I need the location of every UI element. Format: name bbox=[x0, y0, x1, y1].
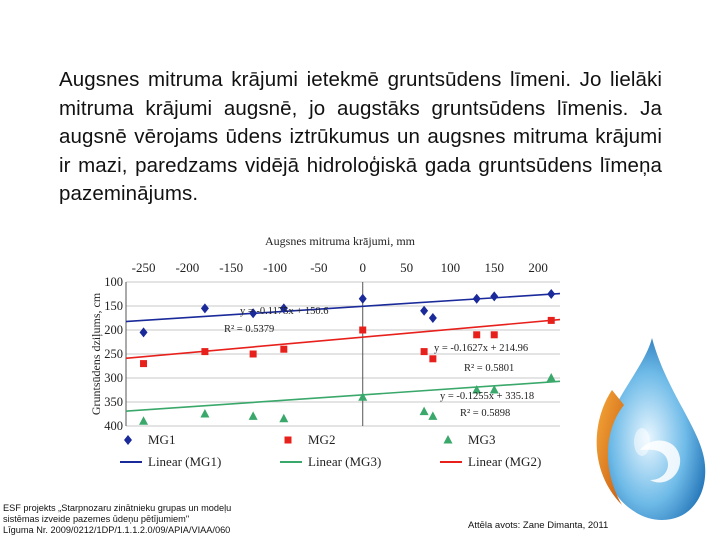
y-tick-label: 100 bbox=[104, 275, 123, 289]
y-axis-title: Gruntsūdens dziļums, cm bbox=[90, 292, 103, 415]
x-tick-label: -250 bbox=[132, 260, 156, 275]
mg2-point bbox=[249, 350, 257, 358]
y-tick-label: 350 bbox=[104, 395, 123, 409]
mg2-point bbox=[490, 331, 498, 339]
mg1-point bbox=[547, 289, 556, 299]
mg1-point bbox=[472, 293, 481, 304]
image-source: Attēla avots: Zane Dimanta, 2011 bbox=[468, 520, 609, 531]
legend-label: MG3 bbox=[468, 432, 495, 447]
project-line-2: sistēmas izveide pazemes ūdeņu pētījumie… bbox=[3, 514, 190, 524]
body-paragraph: Augsnes mitruma krājumi ietekmē gruntsūd… bbox=[59, 68, 662, 206]
x-tick-label: 100 bbox=[441, 260, 461, 275]
x-tick-label: -200 bbox=[175, 260, 199, 275]
mg1-point bbox=[200, 303, 209, 314]
mg2-point bbox=[429, 355, 437, 363]
chart: Augsnes mitruma krājumi, mm -250 -200 -150 -… bbox=[90, 234, 560, 469]
mg3-point bbox=[279, 413, 289, 423]
mg3-point bbox=[428, 411, 438, 420]
legend-label: MG1 bbox=[148, 432, 175, 447]
x-tick-label: -100 bbox=[263, 260, 287, 275]
equation-label: y = -0.1627x + 214.96 bbox=[434, 343, 528, 354]
project-line-1: ESF projekts „Starpnozaru zinātnieku gru… bbox=[3, 503, 232, 513]
mg3-point bbox=[546, 373, 556, 382]
mg3-point bbox=[139, 416, 149, 425]
mg2-point bbox=[547, 316, 555, 324]
x-tick-label: 0 bbox=[359, 260, 366, 275]
y-tick-label: 300 bbox=[104, 371, 123, 385]
mg3-point bbox=[248, 411, 258, 420]
mg2-point bbox=[140, 360, 148, 368]
equation-label: y = -0.1255x + 335.18 bbox=[440, 391, 534, 402]
mg1-point bbox=[490, 291, 499, 302]
mg2-point bbox=[201, 348, 209, 356]
project-line-3: Līguma Nr. 2009/0212/1DP/1.1.1.2.0/09/AP… bbox=[3, 525, 231, 535]
mg1-point bbox=[249, 308, 258, 319]
legend-marker-mg2 bbox=[284, 436, 292, 444]
equation-label: y = -0.1175x + 150.6 bbox=[240, 306, 328, 317]
mg1-point bbox=[420, 305, 429, 316]
legend-label: Linear (MG3) bbox=[308, 454, 381, 469]
mg2-point bbox=[280, 345, 288, 353]
legend-label: Linear (MG1) bbox=[148, 454, 221, 469]
trendline-mg2 bbox=[125, 318, 560, 360]
x-axis-title: Augsnes mitruma krājumi, mm bbox=[265, 234, 416, 248]
mg2-point bbox=[473, 331, 481, 339]
y-tick-label: 200 bbox=[104, 323, 123, 337]
mg3-point bbox=[419, 406, 429, 416]
r-squared-label: R² = 0.5379 bbox=[224, 324, 274, 335]
mg2-point bbox=[420, 348, 428, 356]
mg1-point bbox=[358, 293, 367, 304]
mg1-point bbox=[139, 327, 148, 338]
project-info: ESF projekts „Starpnozaru zinātnieku gru… bbox=[3, 503, 313, 536]
y-tick-label: 250 bbox=[104, 347, 123, 361]
r-squared-label: R² = 0.5801 bbox=[464, 363, 514, 374]
trendline-mg3 bbox=[125, 380, 560, 412]
mg1-point bbox=[428, 313, 437, 323]
x-tick-label: -50 bbox=[310, 260, 327, 275]
mg3-point bbox=[200, 409, 210, 418]
mg1-point bbox=[279, 303, 288, 314]
x-tick-label: -150 bbox=[219, 260, 243, 275]
mg2-point bbox=[359, 326, 367, 334]
x-tick-label: 50 bbox=[400, 260, 413, 275]
r-squared-label: R² = 0.5898 bbox=[460, 408, 510, 419]
legend-label: Linear (MG2) bbox=[468, 454, 541, 469]
y-tick-label: 150 bbox=[104, 299, 123, 313]
y-tick-label: 400 bbox=[104, 419, 123, 433]
x-tick-label: 200 bbox=[528, 260, 548, 275]
x-tick-label: 150 bbox=[484, 260, 504, 275]
water-drop-illustration bbox=[596, 338, 706, 520]
mg3-point bbox=[358, 392, 368, 401]
mg3-point bbox=[472, 385, 482, 394]
mg3-point bbox=[489, 385, 499, 394]
legend-marker-mg1 bbox=[124, 435, 132, 445]
trendline-mg1 bbox=[125, 292, 560, 323]
legend-marker-mg3 bbox=[443, 435, 453, 444]
legend-label: MG2 bbox=[308, 432, 335, 447]
